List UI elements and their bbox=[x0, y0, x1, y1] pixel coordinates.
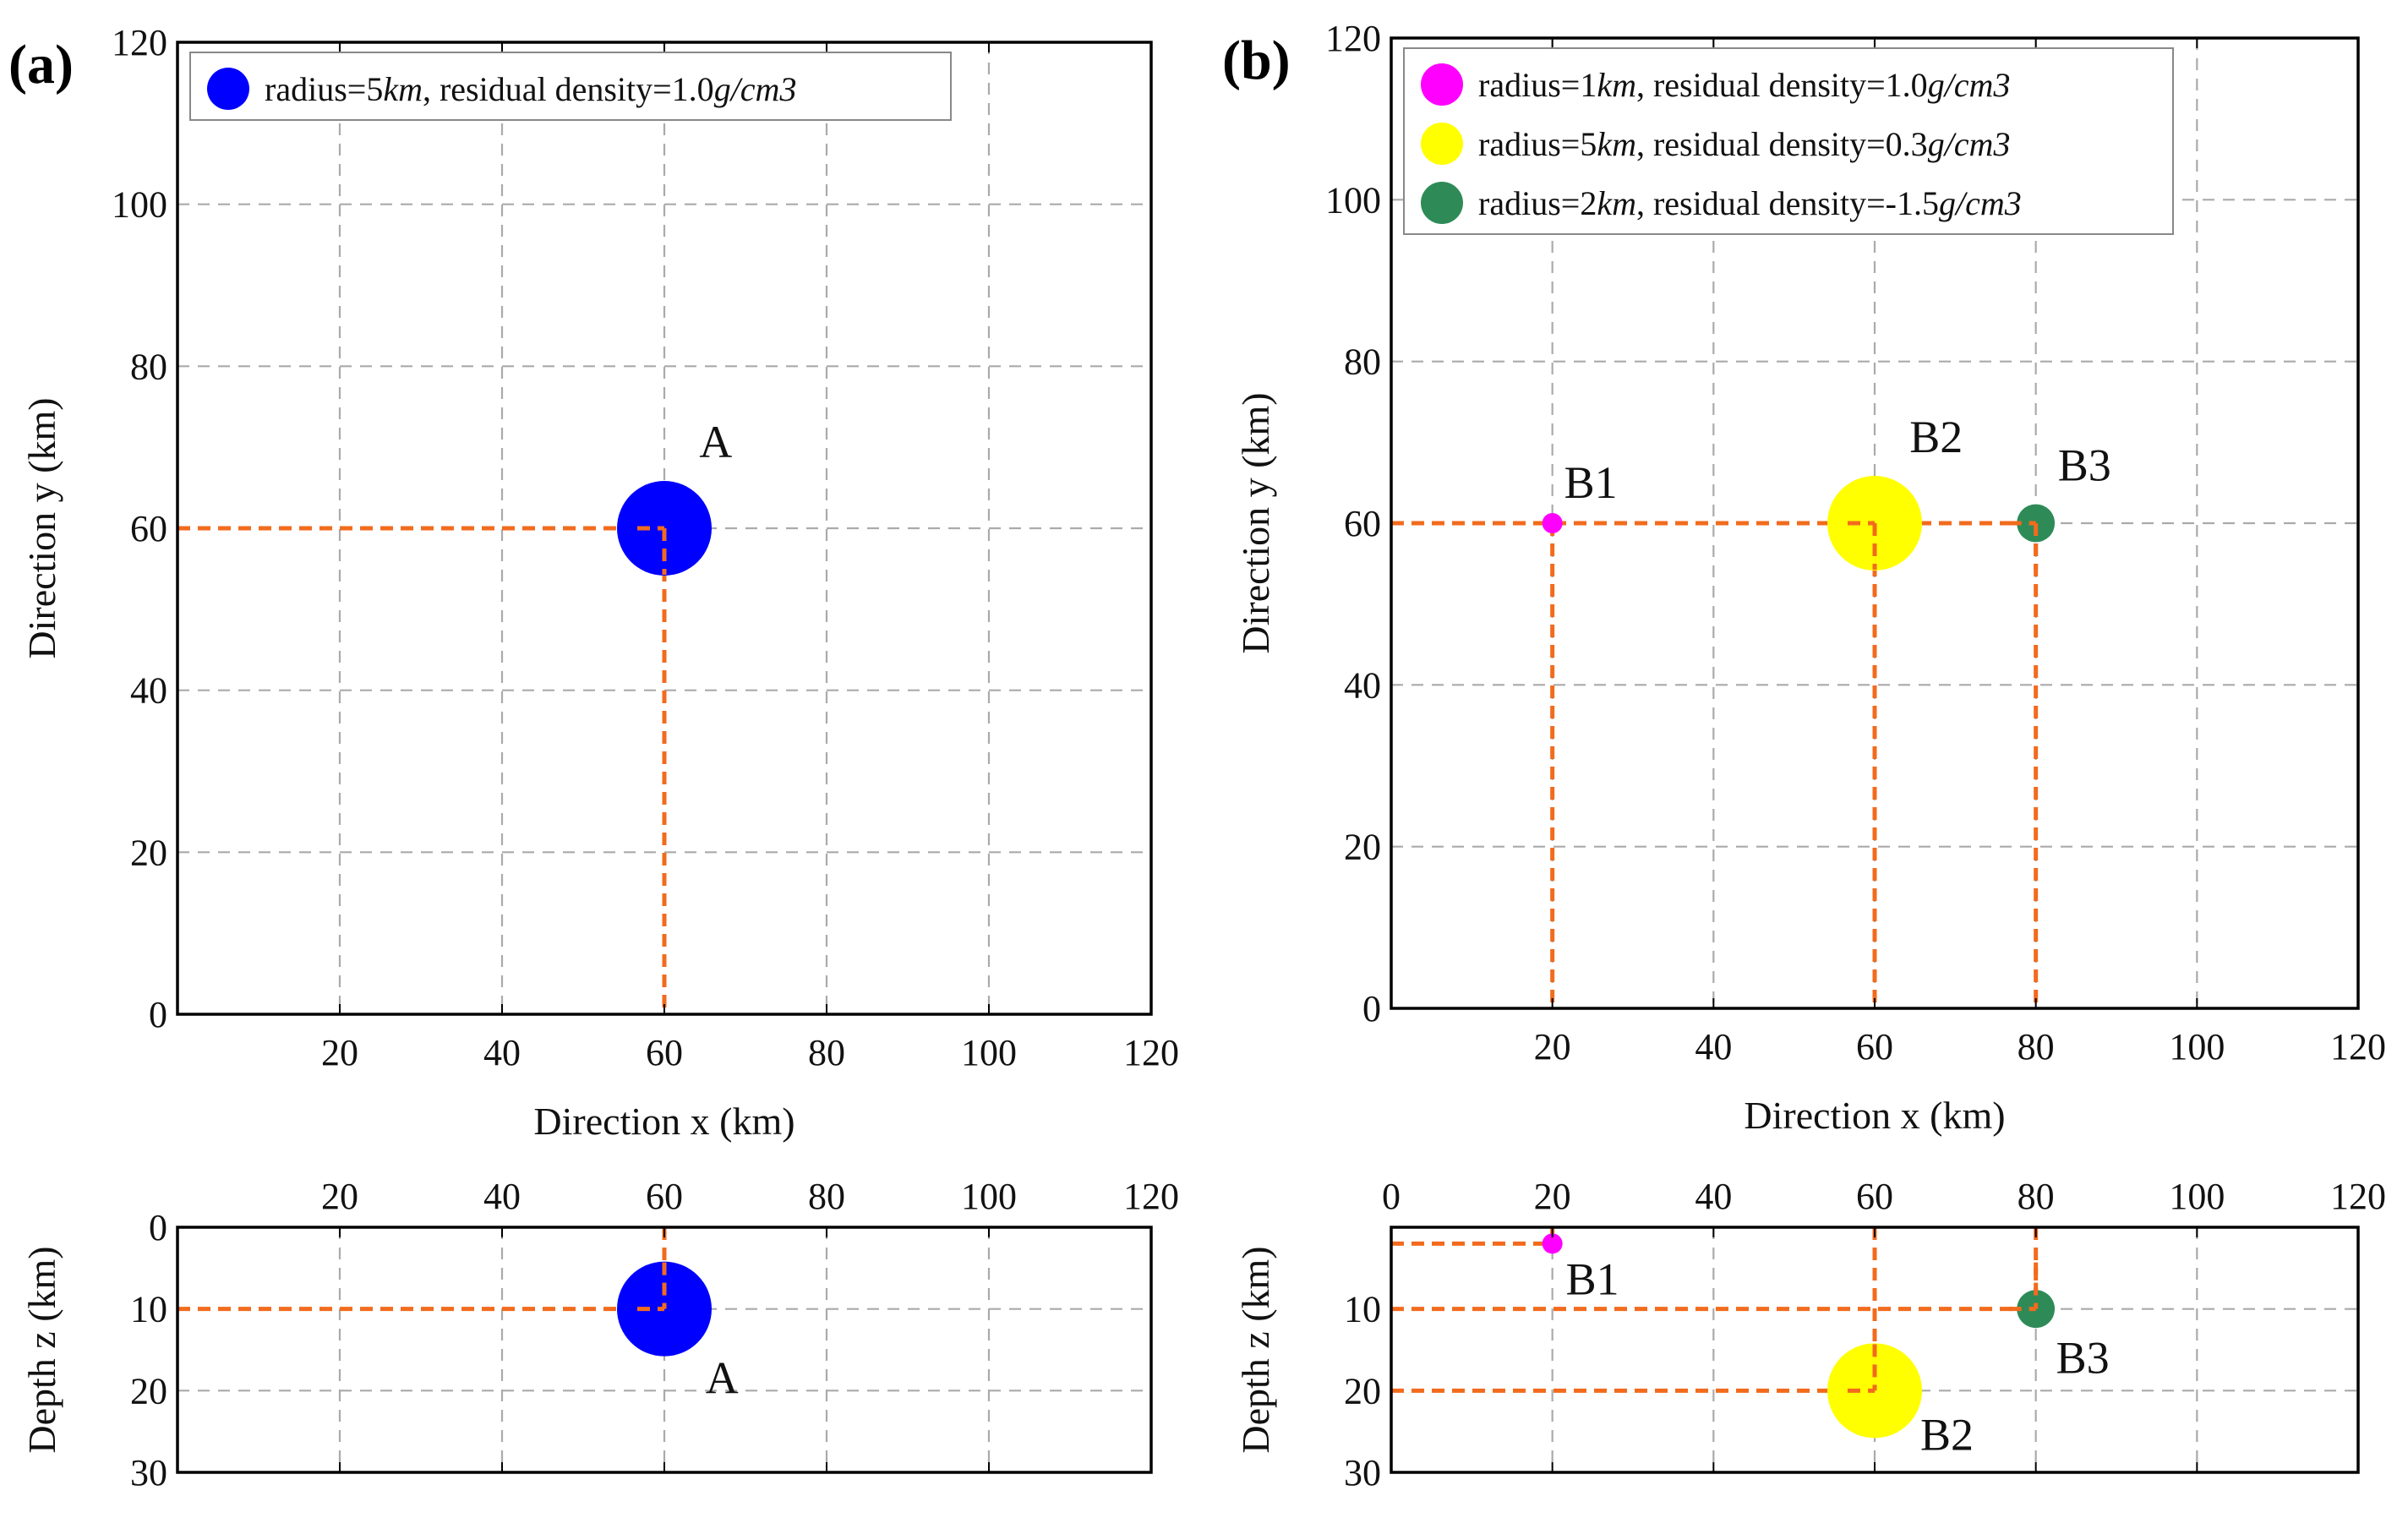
chart-3: B1 B2 B3 20 40 60 80 100 120 0 20 40 60 80 100 120 Direc… bbox=[1222, 18, 2386, 1137]
y-tick-label: 0 bbox=[149, 994, 167, 1035]
x-tick-label: 80 bbox=[808, 1176, 845, 1217]
y-axis-label: Direction y (km) bbox=[20, 397, 63, 658]
legend-swatch-b1 bbox=[1421, 63, 1463, 106]
x-tick-label: 20 bbox=[1534, 1176, 1571, 1217]
y-tick-label: 120 bbox=[1325, 18, 1381, 59]
x-tick-label: 120 bbox=[1123, 1032, 1179, 1073]
y-tick-label: 60 bbox=[1344, 503, 1381, 544]
legend-entry-part: g/cm3 bbox=[1939, 184, 2022, 222]
y-axis-label: Depth z (km) bbox=[1234, 1246, 1277, 1453]
legend-entry-part: g/cm3 bbox=[1928, 125, 2011, 163]
legend-box bbox=[1403, 47, 2174, 235]
y-tick-label: 60 bbox=[130, 508, 167, 549]
y-tick-label: 20 bbox=[130, 832, 167, 873]
x-tick-label: 100 bbox=[2169, 1176, 2225, 1217]
x-tick-label: 0 bbox=[1382, 1176, 1401, 1217]
x-tick-label: 40 bbox=[483, 1032, 521, 1073]
marker-label: B2 bbox=[1920, 1409, 1974, 1460]
legend-entry-part: km bbox=[1597, 125, 1636, 163]
legend-entry-part: radius=5 bbox=[1478, 125, 1597, 163]
x-tick-label: 60 bbox=[1856, 1026, 1893, 1068]
x-tick-label: 120 bbox=[2330, 1026, 2386, 1068]
x-tick-label: 80 bbox=[2018, 1176, 2055, 1217]
marker-label: A bbox=[706, 1353, 739, 1404]
marker-b1 bbox=[1542, 513, 1563, 533]
x-tick-label: 100 bbox=[2169, 1026, 2225, 1068]
y-tick-label: 100 bbox=[112, 184, 167, 226]
legend-entry-part: km bbox=[383, 70, 423, 108]
x-tick-label: 60 bbox=[1856, 1176, 1893, 1217]
x-tick-label: 20 bbox=[321, 1176, 358, 1217]
x-tick-label: 60 bbox=[646, 1176, 683, 1217]
legend: radius=5km, residual density=1.0g/cm3 bbox=[189, 52, 952, 121]
y-tick-label: 20 bbox=[130, 1370, 167, 1412]
x-tick-label: 120 bbox=[1123, 1176, 1179, 1217]
marker-label: B3 bbox=[2058, 440, 2111, 491]
y-tick-label: 10 bbox=[1344, 1289, 1381, 1330]
y-tick-label: 40 bbox=[1344, 664, 1381, 706]
marker-b1 bbox=[1542, 1233, 1563, 1254]
legend-box bbox=[189, 52, 952, 121]
y-tick-label: 120 bbox=[112, 22, 167, 63]
x-tick-label: 80 bbox=[2018, 1026, 2055, 1068]
legend-entry-part: g/cm3 bbox=[1928, 66, 2011, 104]
marker-label: A bbox=[699, 417, 732, 467]
y-tick-label: 0 bbox=[149, 1207, 167, 1248]
y-tick-label: 80 bbox=[1344, 341, 1381, 383]
legend-entry-part: km bbox=[1597, 184, 1636, 222]
marker-label: B3 bbox=[2056, 1333, 2110, 1384]
legend-entry: radius=2km, residual density=-1.5g/cm3 bbox=[1478, 184, 2022, 222]
legend-entry: radius=5km, residual density=0.3g/cm3 bbox=[1478, 125, 2010, 163]
legend-entry-part: km bbox=[1597, 66, 1636, 104]
legend-entry-part: , residual density=1.0 bbox=[423, 70, 714, 108]
legend-entry-part: , residual density=0.3 bbox=[1636, 125, 1928, 163]
chart-2: A 20 40 60 80 100 120 0 10 20 30 Depth z (km) bbox=[20, 1176, 1179, 1493]
chart-1: A 20 40 60 80 100 120 0 20 40 60 80 100 120 Direction … bbox=[8, 22, 1179, 1143]
legend-entry: radius=5km, residual density=1.0g/cm3 bbox=[265, 70, 796, 108]
chart-4: B1 B2 B3 0 20 40 60 80 100 120 10 20 30 Depth z (km) bbox=[1234, 1176, 2386, 1493]
y-tick-label: 80 bbox=[130, 346, 167, 387]
x-tick-label: 40 bbox=[1695, 1026, 1732, 1068]
legend-entry-part: , residual density=1.0 bbox=[1636, 66, 1928, 104]
x-tick-label: 60 bbox=[646, 1032, 683, 1073]
marker-label: B1 bbox=[1566, 1253, 1619, 1304]
legend-swatch-a bbox=[207, 68, 249, 110]
legend-entry-part: , residual density=-1.5 bbox=[1636, 184, 1939, 222]
x-tick-label: 120 bbox=[2330, 1176, 2386, 1217]
x-tick-label: 80 bbox=[808, 1032, 845, 1073]
x-tick-label: 20 bbox=[321, 1032, 358, 1073]
legend-entry-part: g/cm3 bbox=[714, 70, 797, 108]
x-axis-label: Direction x (km) bbox=[533, 1100, 794, 1143]
legend-entry-part: radius=1 bbox=[1478, 66, 1597, 104]
marker-label: B2 bbox=[1909, 412, 1963, 462]
y-tick-label: 100 bbox=[1325, 179, 1381, 221]
y-axis-label: Direction y (km) bbox=[1234, 392, 1277, 653]
y-tick-label: 20 bbox=[1344, 1370, 1381, 1412]
legend-swatch-b3 bbox=[1421, 182, 1463, 224]
x-tick-label: 100 bbox=[961, 1032, 1017, 1073]
legend-entry-part: radius=5 bbox=[265, 70, 383, 108]
x-tick-label: 40 bbox=[483, 1176, 521, 1217]
y-tick-label: 0 bbox=[1362, 988, 1381, 1029]
marker-label: B1 bbox=[1564, 457, 1618, 508]
x-tick-label: 100 bbox=[961, 1176, 1017, 1217]
x-tick-label: 20 bbox=[1534, 1026, 1571, 1068]
legend-entry-part: radius=2 bbox=[1478, 184, 1597, 222]
legend: radius=1km, residual density=1.0g/cm3rad… bbox=[1403, 47, 2174, 235]
y-tick-label: 40 bbox=[130, 670, 167, 712]
y-tick-label: 30 bbox=[130, 1452, 167, 1493]
y-axis-label: Depth z (km) bbox=[20, 1246, 63, 1453]
y-tick-label: 30 bbox=[1344, 1452, 1381, 1493]
x-axis-label: Direction x (km) bbox=[1744, 1094, 2005, 1137]
legend-entry: radius=1km, residual density=1.0g/cm3 bbox=[1478, 66, 2010, 104]
y-tick-label: 10 bbox=[130, 1289, 167, 1330]
y-tick-label: 20 bbox=[1344, 827, 1381, 868]
panel-label: (b) bbox=[1222, 30, 1291, 91]
legend-swatch-b2 bbox=[1421, 123, 1463, 165]
panel-label: (a) bbox=[8, 34, 74, 96]
x-tick-label: 40 bbox=[1695, 1176, 1732, 1217]
